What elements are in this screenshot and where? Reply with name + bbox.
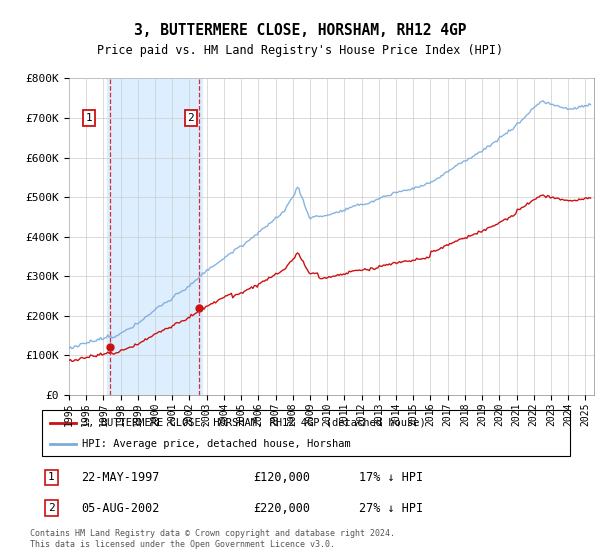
Text: HPI: Average price, detached house, Horsham: HPI: Average price, detached house, Hors… <box>82 439 350 449</box>
Text: 17% ↓ HPI: 17% ↓ HPI <box>359 471 423 484</box>
Text: 05-AUG-2002: 05-AUG-2002 <box>82 502 160 515</box>
Text: 3, BUTTERMERE CLOSE, HORSHAM, RH12 4GP: 3, BUTTERMERE CLOSE, HORSHAM, RH12 4GP <box>134 24 466 38</box>
Text: 2: 2 <box>48 503 55 513</box>
Text: 1: 1 <box>86 113 92 123</box>
Text: 22-MAY-1997: 22-MAY-1997 <box>82 471 160 484</box>
Text: 1: 1 <box>48 473 55 482</box>
Text: Price paid vs. HM Land Registry's House Price Index (HPI): Price paid vs. HM Land Registry's House … <box>97 44 503 57</box>
Text: 27% ↓ HPI: 27% ↓ HPI <box>359 502 423 515</box>
Bar <box>107 78 202 395</box>
Text: 3, BUTTERMERE CLOSE, HORSHAM, RH12 4GP (detached house): 3, BUTTERMERE CLOSE, HORSHAM, RH12 4GP (… <box>82 418 425 428</box>
Text: 2: 2 <box>187 113 194 123</box>
FancyBboxPatch shape <box>42 410 570 456</box>
Text: Contains HM Land Registry data © Crown copyright and database right 2024.
This d: Contains HM Land Registry data © Crown c… <box>30 529 395 549</box>
Text: £120,000: £120,000 <box>253 471 310 484</box>
Text: £220,000: £220,000 <box>253 502 310 515</box>
